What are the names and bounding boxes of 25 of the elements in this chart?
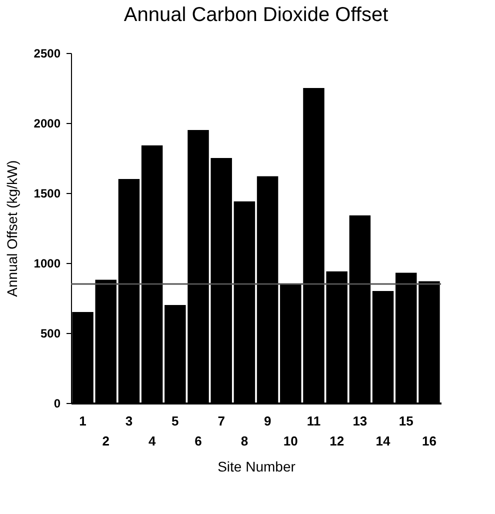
y-tick-label: 0: [54, 396, 61, 410]
x-tick-label: 15: [398, 414, 414, 428]
x-tick-label: 8: [240, 434, 248, 448]
y-tick-label: 2000: [34, 116, 61, 130]
x-tick-label: 11: [306, 414, 321, 428]
x-tick-label: 1: [79, 414, 86, 428]
x-tick-label: 2: [102, 434, 110, 448]
y-tick-label: 1000: [34, 256, 61, 270]
chart-title: Annual Carbon Dioxide Offset: [124, 4, 389, 26]
x-tick-label: 9: [264, 414, 272, 428]
x-tick-label: 13: [352, 414, 368, 428]
y-tick-label: 2500: [34, 46, 61, 60]
x-tick-label: 12: [330, 434, 344, 448]
x-tick-label: 7: [218, 414, 225, 428]
x-tick-label: 10: [283, 434, 298, 448]
y-axis-title: Annual Offset (kg/kW): [4, 160, 20, 297]
x-tick-label: 4: [148, 434, 156, 448]
y-tick-label: 500: [40, 326, 61, 340]
x-tick-label: 5: [172, 414, 179, 428]
x-axis-title: Site Number: [218, 458, 296, 474]
x-tick-label: 6: [194, 434, 202, 448]
x-tick-label: 16: [422, 434, 436, 448]
x-tick-label: 14: [376, 434, 392, 448]
x-tick-label: 3: [125, 414, 133, 428]
y-tick-label: 1500: [34, 186, 61, 200]
